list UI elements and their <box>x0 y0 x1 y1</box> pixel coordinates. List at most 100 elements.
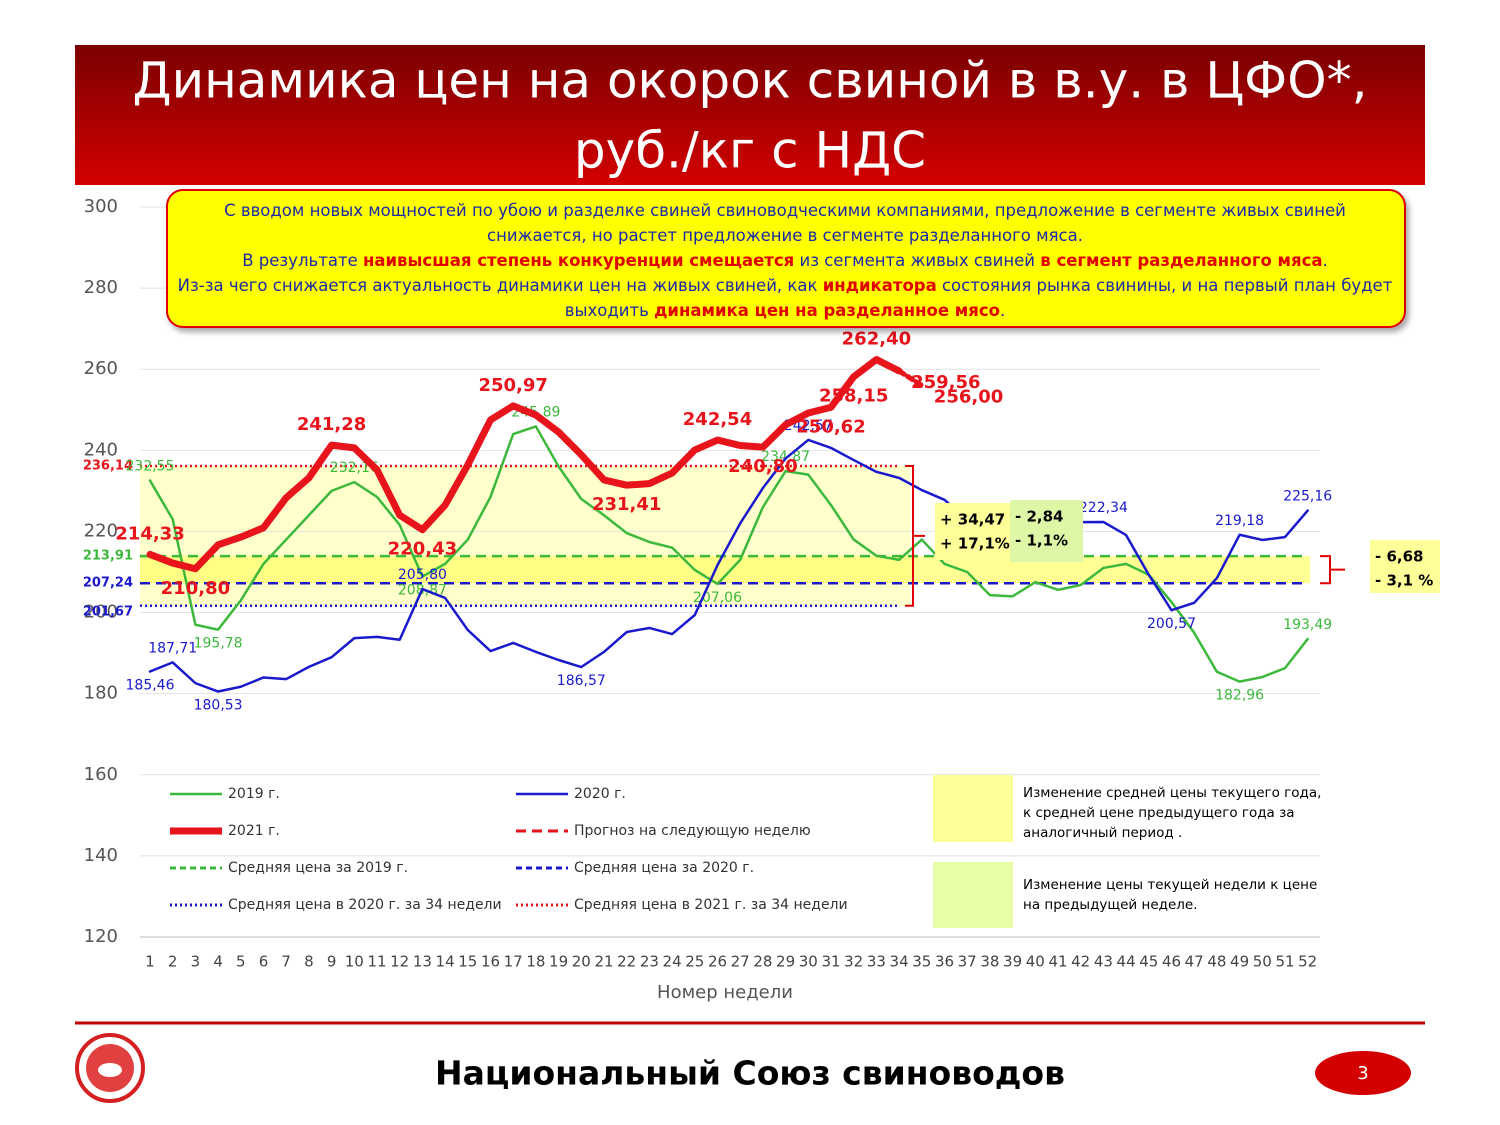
x-tick-label: 9 <box>327 953 337 971</box>
data-label: 259,56 <box>911 372 980 393</box>
legend-note: на предыдущей неделе. <box>1023 897 1198 913</box>
x-tick-label: 20 <box>572 953 591 971</box>
annotation: - 6,68 <box>1375 548 1423 566</box>
data-label: 250,62 <box>796 416 865 437</box>
y-tick-label: 200 <box>84 602 118 623</box>
x-tick-label: 23 <box>640 953 659 971</box>
x-tick-label: 11 <box>367 953 386 971</box>
data-label: 186,57 <box>557 673 606 689</box>
y-tick-label: 180 <box>84 683 118 704</box>
average-band <box>140 556 1310 584</box>
series-line <box>896 368 925 388</box>
info-segment: динамика цен на разделанное мясо <box>654 301 1000 320</box>
legend-label: 2020 г. <box>574 786 626 802</box>
info-segment: выходить <box>565 301 654 320</box>
legend-note: к средней цене предыдущего года за <box>1023 805 1295 821</box>
x-tick-label: 1 <box>145 953 155 971</box>
y-tick-label: 140 <box>84 845 118 866</box>
series-line <box>148 438 1309 693</box>
data-label: 240,80 <box>728 456 797 477</box>
data-label: 205,80 <box>398 567 447 583</box>
x-tick-label: 46 <box>1162 953 1181 971</box>
info-segment: состояния рынка свинины, и на первый пла… <box>937 276 1393 295</box>
x-tick-label: 2 <box>168 953 178 971</box>
y-tick-label: 220 <box>84 520 118 541</box>
info-segment: . <box>1000 301 1005 320</box>
annotation: - 1,1% <box>1015 532 1068 550</box>
legend-label: Средняя цена в 2021 г. за 34 недели <box>574 897 848 913</box>
footer-title: Национальный Союз свиноводов <box>435 1054 1065 1093</box>
info-segment: индикатора <box>823 276 937 295</box>
x-tick-label: 30 <box>799 953 818 971</box>
data-label: 185,46 <box>126 678 175 694</box>
legend-label: Средняя цена в 2020 г. за 34 недели <box>228 897 502 913</box>
data-label: 222,34 <box>1079 500 1128 516</box>
data-label: 231,41 <box>592 494 661 515</box>
legend-note: Изменение средней цены текущего года, <box>1023 785 1321 801</box>
annotation: + 34,47 <box>940 511 1005 529</box>
info-line: В результате наивысшая степень конкуренц… <box>242 251 1328 270</box>
x-tick-label: 25 <box>685 953 704 971</box>
info-segment: снижается, но растет предложение в сегме… <box>487 226 1083 245</box>
info-box <box>166 189 1406 328</box>
title: руб./кг с НДС <box>574 122 926 180</box>
data-label: 225,16 <box>1283 489 1332 505</box>
data-label: 256,00 <box>934 386 1003 407</box>
x-axis-title: Номер недели <box>657 982 793 1003</box>
series-line <box>146 355 903 573</box>
x-tick-label: 42 <box>1071 953 1090 971</box>
reference-label: 213,91 <box>83 549 133 564</box>
legend-note: Изменение цены текущей недели к цене <box>1023 877 1317 893</box>
x-tick-label: 28 <box>753 953 772 971</box>
data-label: 262,40 <box>842 328 911 349</box>
title: Динамика цен на окорок свиной в в.у. в Ц… <box>133 52 1368 110</box>
title-banner <box>75 45 1425 185</box>
y-tick-label: 160 <box>84 764 118 785</box>
x-tick-label: 14 <box>436 953 455 971</box>
x-tick-label: 8 <box>304 953 314 971</box>
x-tick-label: 31 <box>821 953 840 971</box>
info-text: С вводом новых мощностей по убою и разде… <box>178 201 1393 320</box>
annotation: - 2,84 <box>1015 508 1063 526</box>
info-line: снижается, но растет предложение в сегме… <box>487 226 1083 245</box>
x-tick-label: 39 <box>1003 953 1022 971</box>
x-tick-label: 33 <box>867 953 886 971</box>
bracket <box>1320 555 1345 585</box>
x-tick-label: 29 <box>776 953 795 971</box>
logo-pig <box>98 1063 122 1077</box>
page-number: 3 <box>1357 1063 1368 1084</box>
y-tick-label: 300 <box>84 196 118 217</box>
y-tick-label: 280 <box>84 277 118 298</box>
data-label: 180,53 <box>194 698 243 714</box>
series-line <box>148 425 1309 683</box>
x-tick-label: 51 <box>1275 953 1294 971</box>
data-label: 200,57 <box>1147 616 1196 632</box>
data-label: 214,33 <box>115 523 184 544</box>
annotation-box <box>1010 500 1083 562</box>
annotation-box <box>935 503 1010 560</box>
data-label: 241,28 <box>297 414 366 435</box>
x-tick-label: 43 <box>1094 953 1113 971</box>
data-label: 232,55 <box>126 459 175 475</box>
legend-note: аналогичный период . <box>1023 825 1182 841</box>
legend-label: Средняя цена за 2020 г. <box>574 860 754 876</box>
x-tick-label: 18 <box>526 953 545 971</box>
info-line: С вводом новых мощностей по убою и разде… <box>224 201 1346 220</box>
x-tick-label: 24 <box>663 953 682 971</box>
data-label: 193,49 <box>1283 617 1332 633</box>
x-tick-label: 44 <box>1117 953 1136 971</box>
x-tick-label: 16 <box>481 953 500 971</box>
info-segment: Из-за чего снижается актуальность динами… <box>178 276 823 295</box>
x-tick-label: 52 <box>1298 953 1317 971</box>
x-tick-label: 7 <box>281 953 291 971</box>
info-segment: В результате <box>242 251 363 270</box>
reference-label: 201,67 <box>83 604 133 619</box>
x-tick-label: 47 <box>1185 953 1204 971</box>
data-label: 242,54 <box>683 409 752 430</box>
legend-label: 2019 г. <box>228 786 280 802</box>
x-tick-label: 22 <box>617 953 636 971</box>
x-tick-label: 19 <box>549 953 568 971</box>
page-badge <box>1315 1051 1411 1095</box>
x-tick-label: 4 <box>213 953 223 971</box>
